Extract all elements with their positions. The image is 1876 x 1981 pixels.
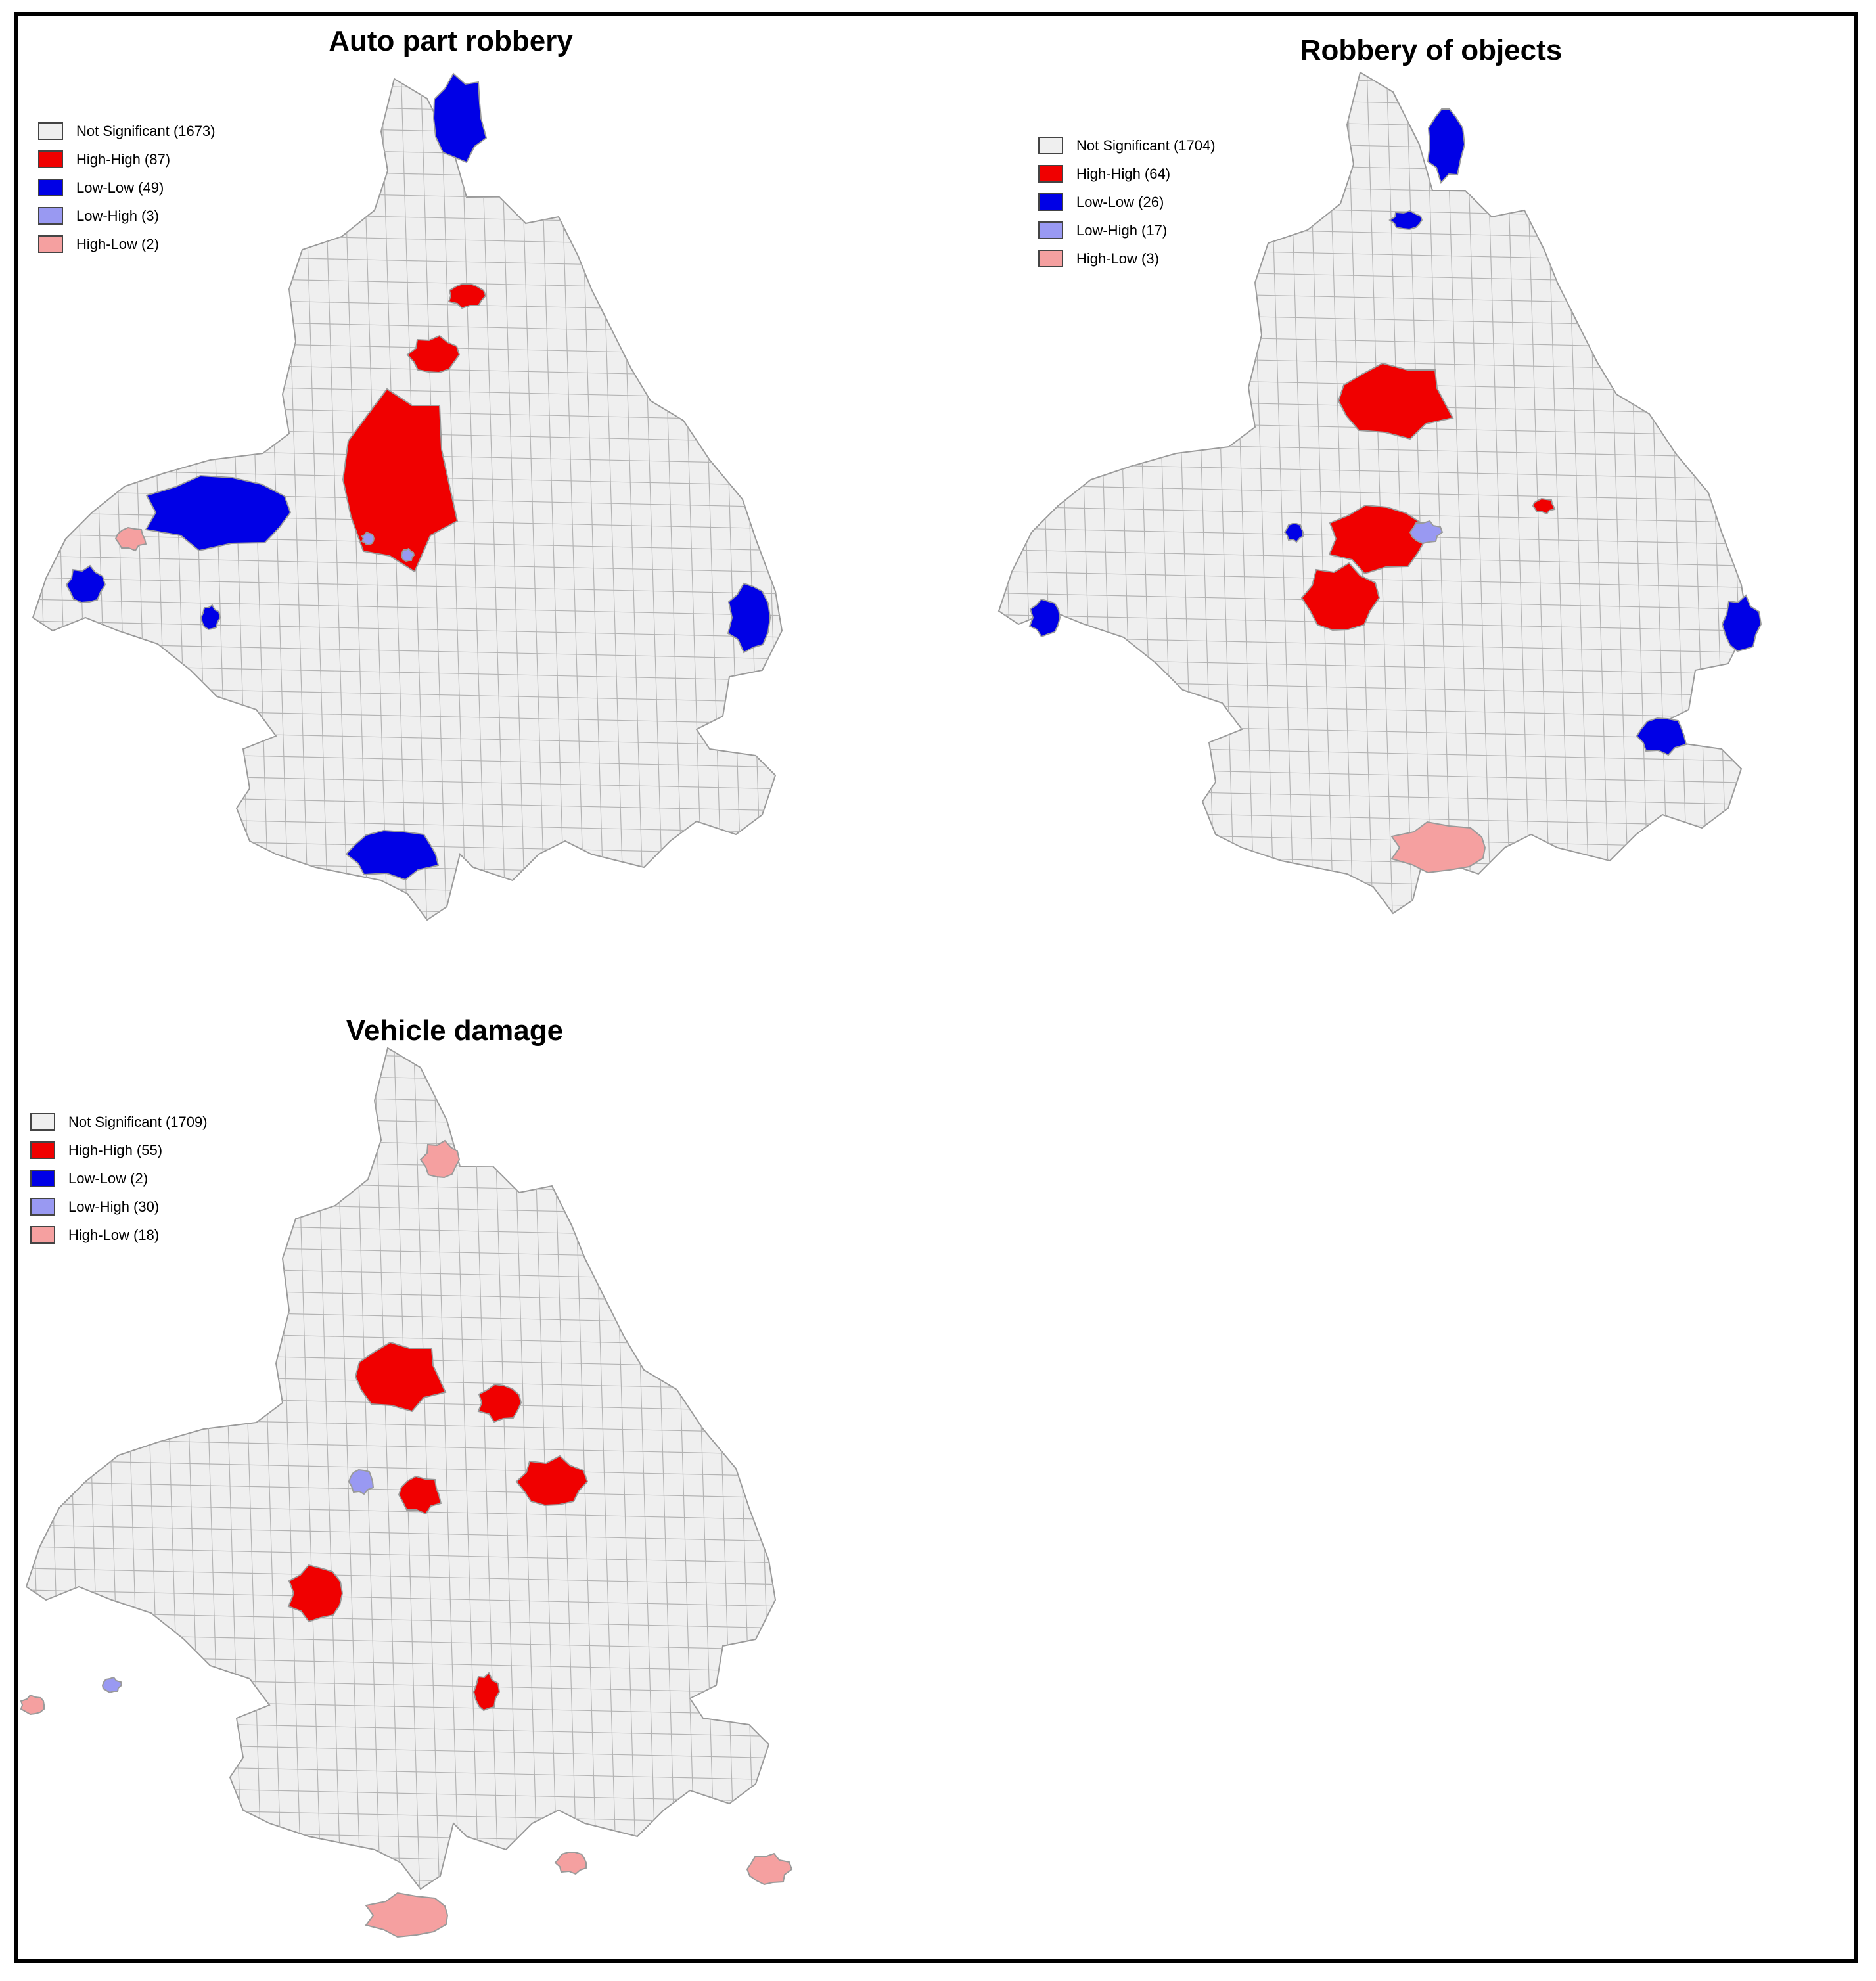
cluster-high-high xyxy=(1300,562,1381,631)
legend-swatch xyxy=(38,122,63,140)
legend-item-high-low: High-Low (18) xyxy=(30,1221,208,1249)
legend-swatch xyxy=(1038,221,1063,239)
legend-label: Low-Low (2) xyxy=(68,1170,149,1187)
legend-swatch xyxy=(30,1226,55,1244)
panel-vehicle-damage: Vehicle damage Not Significant (1709) Hi… xyxy=(0,986,940,1958)
cluster-low-high xyxy=(1409,520,1444,545)
legend-swatch xyxy=(38,150,63,168)
legend-label: Low-High (30) xyxy=(68,1198,160,1215)
legend-label: Low-Low (49) xyxy=(76,179,164,196)
legend-label: High-High (64) xyxy=(1076,165,1171,182)
cluster-low-low xyxy=(1721,594,1762,652)
legend-item-high-high: High-High (87) xyxy=(38,145,216,173)
cluster-low-low xyxy=(1283,523,1304,543)
legend-item-low-high: Low-High (3) xyxy=(38,202,216,230)
cluster-low-low xyxy=(1427,108,1466,184)
cluster-high-high xyxy=(406,334,461,374)
cluster-high-low xyxy=(365,1892,449,1938)
cluster-low-low xyxy=(145,474,292,552)
legend-label: High-High (87) xyxy=(76,150,171,168)
legend-swatch xyxy=(1038,193,1063,211)
panel-robbery-of-objects: Robbery of objects Not Significant (1704… xyxy=(953,0,1860,986)
legend-item-not-significant: Not Significant (1709) xyxy=(30,1108,208,1136)
legend-item-high-high: High-High (64) xyxy=(1038,160,1216,188)
cluster-high-high xyxy=(1532,497,1556,515)
map-vehicle-damage xyxy=(20,1047,793,1938)
legend-label: Low-High (3) xyxy=(76,207,159,224)
legend: Not Significant (1673) High-High (87) Lo… xyxy=(38,117,216,258)
cluster-low-low xyxy=(1388,210,1423,231)
legend-swatch xyxy=(38,207,63,225)
legend-item-low-low: Low-Low (26) xyxy=(1038,188,1216,216)
cluster-low-high xyxy=(400,547,415,562)
legend-item-low-low: Low-Low (2) xyxy=(30,1164,208,1193)
legend-item-high-low: High-Low (3) xyxy=(1038,244,1216,273)
cluster-high-low xyxy=(554,1852,587,1875)
cluster-high-high xyxy=(447,283,487,309)
cluster-high-low xyxy=(746,1852,793,1886)
panel-title: Robbery of objects xyxy=(1300,34,1563,66)
legend: Not Significant (1709) High-High (55) Lo… xyxy=(30,1108,208,1249)
legend-swatch xyxy=(30,1198,55,1216)
legend-label: Low-High (17) xyxy=(1076,221,1168,239)
legend-swatch xyxy=(1038,165,1063,183)
cluster-low-low xyxy=(65,564,106,604)
legend-swatch xyxy=(30,1141,55,1159)
cluster-low-low xyxy=(200,604,221,631)
cluster-low-low xyxy=(345,829,440,881)
legend-item-low-high: Low-High (30) xyxy=(30,1193,208,1221)
legend-item-not-significant: Not Significant (1673) xyxy=(38,117,216,145)
cluster-high-high xyxy=(1328,504,1427,575)
cluster-low-high xyxy=(101,1676,123,1694)
legend-item-high-high: High-High (55) xyxy=(30,1136,208,1164)
cluster-low-high xyxy=(361,531,375,545)
cluster-high-low xyxy=(20,1694,45,1716)
cluster-high-low xyxy=(114,526,147,552)
legend-item-low-low: Low-Low (49) xyxy=(38,173,216,202)
cluster-high-high xyxy=(398,1475,442,1515)
legend-label: High-Low (18) xyxy=(68,1226,160,1243)
cluster-high-high xyxy=(472,1672,501,1712)
panel-title: Vehicle damage xyxy=(346,1014,564,1047)
panel-title: Auto part robbery xyxy=(329,25,573,57)
panel-auto-part-robbery: Auto part robbery Not Significant (1673)… xyxy=(0,0,940,986)
cluster-low-low xyxy=(1028,598,1061,638)
cluster-high-low xyxy=(1390,821,1486,874)
legend-swatch xyxy=(30,1170,55,1187)
cluster-low-low xyxy=(727,582,771,654)
legend-label: Not Significant (1704) xyxy=(1076,137,1216,154)
cluster-high-high xyxy=(1337,362,1454,440)
legend-label: Low-Low (26) xyxy=(1076,193,1164,210)
legend-swatch xyxy=(38,179,63,196)
legend-label: High-Low (2) xyxy=(76,235,159,252)
legend-item-low-high: Low-High (17) xyxy=(1038,216,1216,244)
cluster-high-high xyxy=(477,1383,522,1423)
cluster-high-high xyxy=(342,388,459,573)
legend-label: High-Low (3) xyxy=(1076,250,1159,267)
legend-label: Not Significant (1709) xyxy=(68,1113,208,1130)
legend: Not Significant (1704) High-High (64) Lo… xyxy=(1038,131,1216,273)
legend-swatch xyxy=(38,235,63,253)
cluster-high-high xyxy=(515,1455,589,1507)
legend-item-high-low: High-Low (2) xyxy=(38,230,216,258)
legend-label: High-High (55) xyxy=(68,1141,163,1158)
legend-swatch xyxy=(1038,250,1063,267)
legend-label: Not Significant (1673) xyxy=(76,122,216,139)
map-robbery-of-objects xyxy=(997,71,1762,915)
cluster-high-high xyxy=(287,1564,344,1623)
map-auto-part-robbery xyxy=(32,72,783,921)
cluster-low-high xyxy=(348,1469,375,1495)
legend-swatch xyxy=(30,1113,55,1131)
cluster-low-low xyxy=(432,72,488,164)
map-outline xyxy=(25,1047,777,1890)
cluster-high-low xyxy=(419,1139,461,1179)
cluster-low-low xyxy=(1636,717,1687,756)
legend-item-not-significant: Not Significant (1704) xyxy=(1038,131,1216,160)
cluster-high-high xyxy=(354,1341,447,1413)
legend-swatch xyxy=(1038,137,1063,154)
